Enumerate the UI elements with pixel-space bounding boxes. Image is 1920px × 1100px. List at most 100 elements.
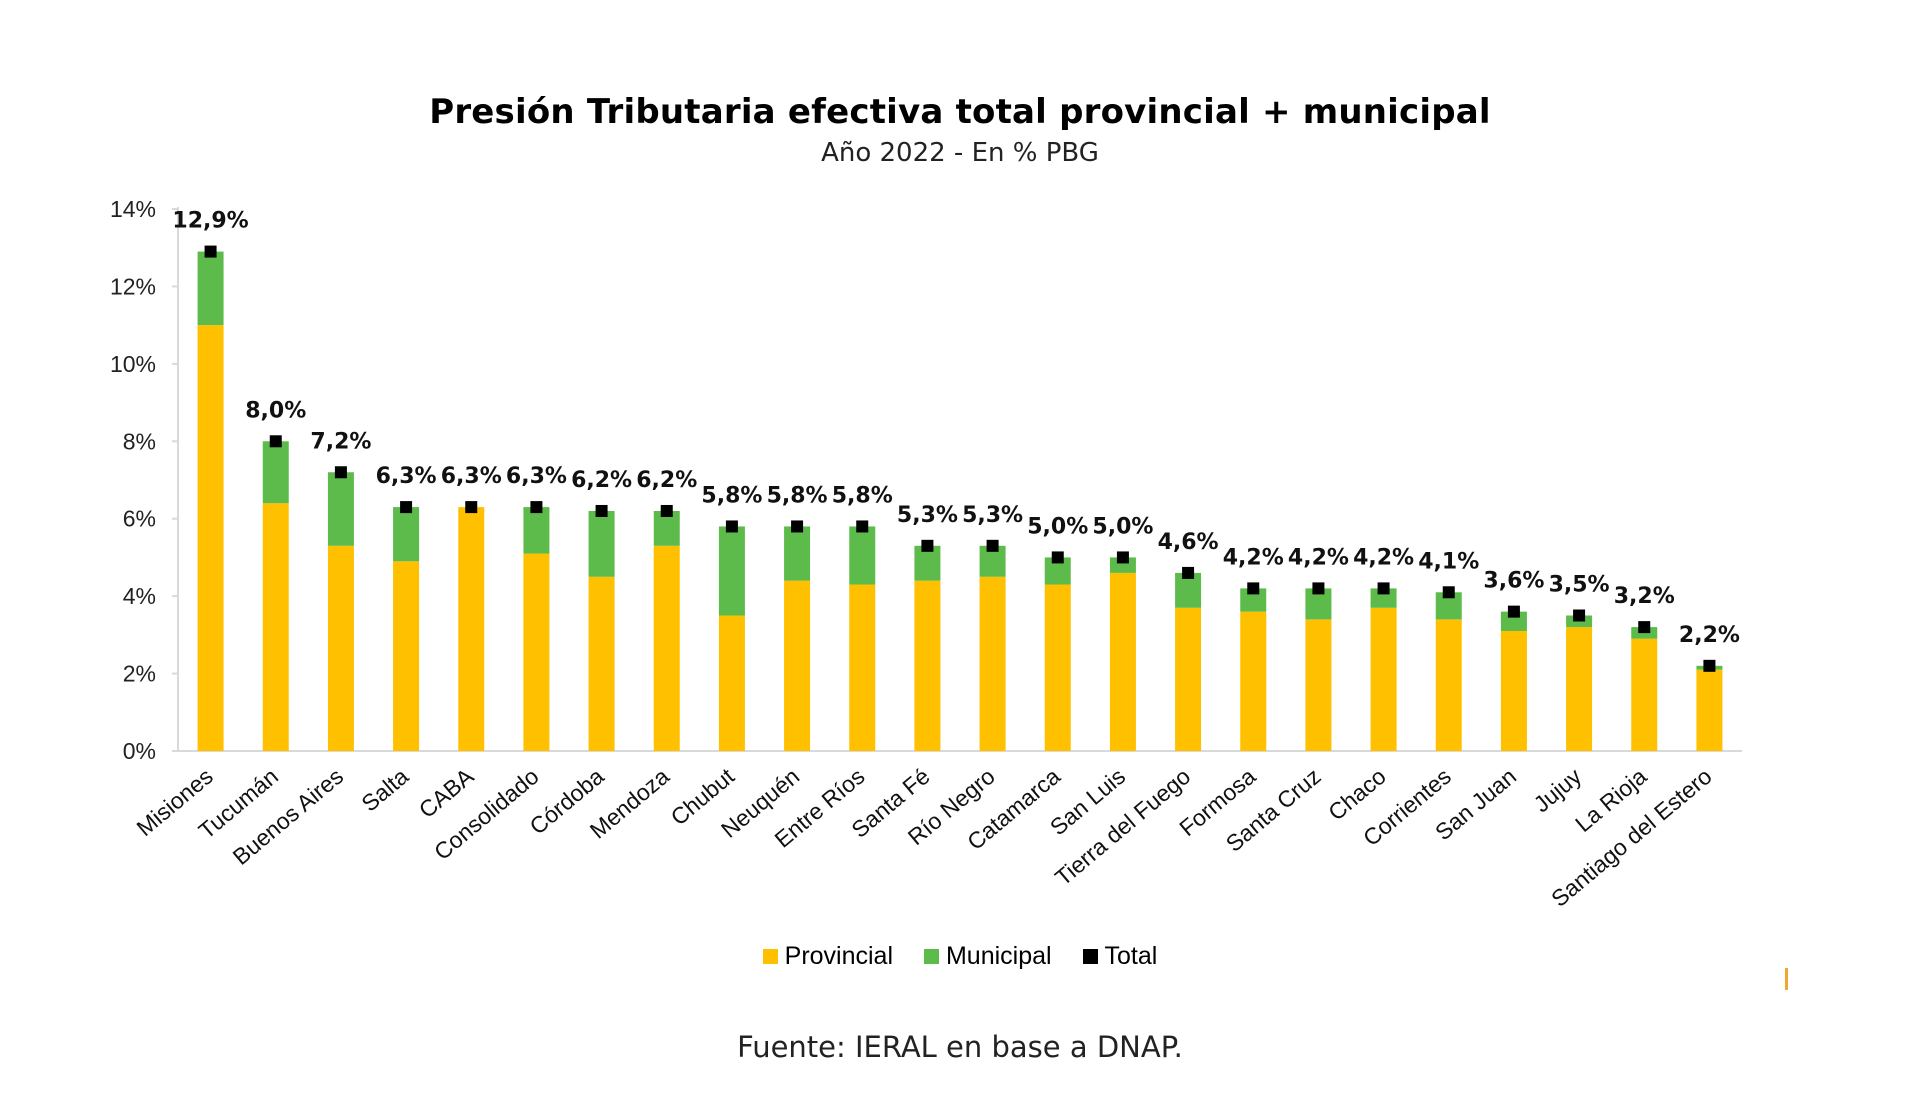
bar-municipal (393, 507, 420, 562)
y-tick-label: 10% (110, 351, 156, 377)
bar-provincial (1175, 607, 1202, 751)
data-label: 2,2% (1679, 623, 1740, 648)
data-label: 5,8% (832, 483, 893, 508)
bar-provincial (1696, 669, 1723, 751)
y-tick-label: 4% (123, 583, 156, 609)
source-note: Fuente: IERAL en base a DNAP. (737, 1030, 1183, 1064)
bar-provincial (197, 325, 224, 751)
x-tick-label: Jujuy (1528, 763, 1586, 818)
bar-municipal (523, 507, 550, 554)
legend-swatch-total (1082, 949, 1098, 964)
bar-provincial (1240, 611, 1267, 751)
data-label: 4,2% (1223, 545, 1284, 570)
bar-provincial (1500, 630, 1527, 751)
data-label: 6,3% (376, 464, 437, 489)
legend-label-municipal: Municipal (945, 942, 1052, 970)
y-tick-label: 12% (110, 273, 156, 299)
data-label: 6,3% (506, 464, 567, 489)
bar-municipal (262, 441, 289, 504)
bar-municipal (327, 472, 354, 546)
y-tick-label: 8% (123, 428, 156, 454)
bar-provincial (458, 507, 485, 751)
data-label: 4,6% (1158, 530, 1219, 555)
total-marker (1507, 605, 1520, 618)
bar-municipal (784, 526, 811, 581)
bar-provincial (849, 584, 876, 751)
bar-provincial (1631, 638, 1658, 751)
bar-provincial (653, 545, 680, 751)
data-label: 6,2% (571, 468, 632, 493)
data-label: 5,3% (962, 503, 1023, 528)
total-marker (530, 501, 543, 514)
bar-provincial (979, 576, 1006, 751)
bar-provincial (1109, 572, 1136, 751)
data-label: 12,9% (172, 209, 248, 234)
total-marker (1377, 582, 1390, 595)
total-marker (334, 466, 347, 479)
total-marker (1182, 566, 1195, 579)
chart-legend: Provincial Municipal Total (0, 942, 1920, 971)
total-marker (725, 520, 738, 533)
bar-municipal (1500, 611, 1527, 631)
bar-provincial (1435, 619, 1462, 751)
total-marker (1573, 609, 1586, 622)
bar-provincial (327, 545, 354, 751)
chart-subtitle: Año 2022 - En % PBG (821, 138, 1099, 168)
total-marker (986, 539, 999, 552)
total-marker (1116, 551, 1129, 564)
data-label: 4,1% (1418, 549, 1479, 574)
data-label: 5,8% (767, 483, 828, 508)
bar-provincial (914, 580, 941, 751)
bar-municipal (197, 251, 224, 326)
bar-provincial (1566, 627, 1593, 751)
bar-municipal (1370, 588, 1397, 608)
bar-municipal (1240, 588, 1267, 612)
data-label: 8,0% (245, 398, 306, 423)
data-label: 5,0% (1092, 514, 1153, 539)
total-marker (1703, 659, 1716, 672)
data-label: 4,2% (1288, 545, 1349, 570)
bar-municipal (588, 510, 615, 577)
bar-municipal (849, 526, 876, 585)
total-marker (1638, 621, 1651, 634)
bar-provincial (784, 580, 811, 751)
bar-provincial (262, 503, 289, 751)
bar-municipal (1109, 557, 1136, 573)
bar-provincial (1370, 607, 1397, 751)
chart-title: Presión Tributaria efectiva total provin… (429, 92, 1491, 132)
y-tick-label: 0% (123, 738, 156, 764)
legend-swatch-provincial (762, 949, 778, 964)
total-marker (204, 245, 217, 258)
y-tick-label: 14% (110, 196, 156, 222)
data-label: 5,0% (1027, 514, 1088, 539)
data-label: 6,2% (636, 468, 697, 493)
legend-swatch-municipal (923, 949, 939, 964)
total-marker (465, 501, 478, 514)
decorative-accent-mark (1785, 968, 1788, 990)
bar-provincial (1305, 619, 1332, 751)
data-label: 3,5% (1549, 573, 1610, 598)
legend-item-provincial: Provincial (762, 942, 894, 971)
data-label: 7,2% (310, 429, 371, 454)
total-marker (269, 435, 282, 448)
bar-provincial (588, 576, 615, 751)
legend-item-total: Total (1082, 942, 1157, 971)
bar-provincial (393, 561, 420, 751)
total-marker (1442, 586, 1455, 599)
total-marker (791, 520, 804, 533)
data-label: 6,3% (441, 464, 502, 489)
y-tick-label: 6% (123, 506, 156, 532)
total-marker (1312, 582, 1325, 595)
legend-label-provincial: Provincial (784, 942, 894, 970)
data-label: 3,6% (1483, 569, 1544, 594)
total-marker (400, 501, 413, 514)
total-marker (1247, 582, 1260, 595)
data-label: 3,2% (1614, 584, 1675, 609)
total-marker (595, 504, 608, 517)
total-marker (921, 539, 934, 552)
x-tick-label: Salta (356, 763, 413, 817)
bar-provincial (523, 553, 550, 751)
bar-municipal (718, 526, 745, 616)
y-tick-label: 2% (123, 661, 156, 687)
